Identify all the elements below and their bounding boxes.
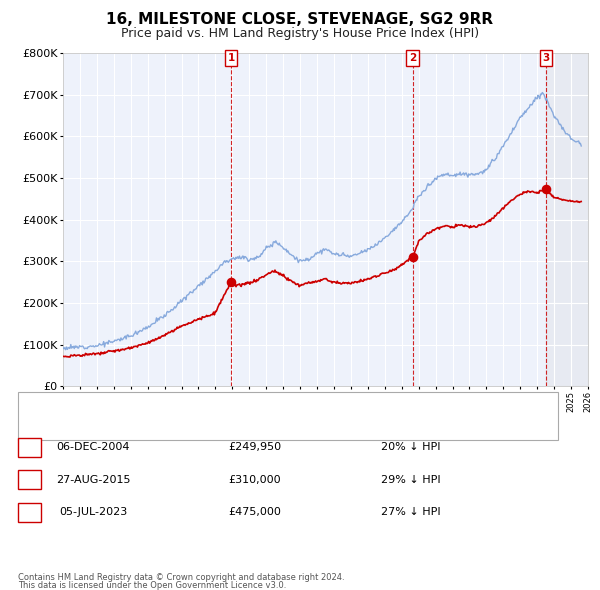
Text: 27% ↓ HPI: 27% ↓ HPI	[381, 507, 441, 517]
Text: 06-DEC-2004: 06-DEC-2004	[56, 442, 130, 452]
Text: Price paid vs. HM Land Registry's House Price Index (HPI): Price paid vs. HM Land Registry's House …	[121, 27, 479, 40]
Text: 3: 3	[26, 507, 33, 517]
Text: 1: 1	[26, 442, 33, 452]
Text: £310,000: £310,000	[229, 475, 281, 484]
Text: 29% ↓ HPI: 29% ↓ HPI	[381, 475, 441, 484]
Text: 2: 2	[409, 53, 416, 63]
Point	[226, 277, 236, 287]
Text: This data is licensed under the Open Government Licence v3.0.: This data is licensed under the Open Gov…	[18, 581, 286, 590]
Text: 20% ↓ HPI: 20% ↓ HPI	[381, 442, 441, 452]
Text: 3: 3	[542, 53, 550, 63]
Bar	[546, 53, 588, 386]
Text: 2: 2	[26, 475, 33, 484]
Text: 1: 1	[227, 53, 235, 63]
Text: HPI: Average price, detached house, Stevenage: HPI: Average price, detached house, Stev…	[57, 424, 305, 434]
Text: £249,950: £249,950	[229, 442, 281, 452]
Text: 16, MILESTONE CLOSE, STEVENAGE, SG2 9RR: 16, MILESTONE CLOSE, STEVENAGE, SG2 9RR	[106, 12, 494, 27]
Text: £475,000: £475,000	[229, 507, 281, 517]
Text: 16, MILESTONE CLOSE, STEVENAGE, SG2 9RR (detached house): 16, MILESTONE CLOSE, STEVENAGE, SG2 9RR …	[57, 399, 390, 409]
Text: Contains HM Land Registry data © Crown copyright and database right 2024.: Contains HM Land Registry data © Crown c…	[18, 572, 344, 582]
Text: 05-JUL-2023: 05-JUL-2023	[59, 507, 127, 517]
Text: 27-AUG-2015: 27-AUG-2015	[56, 475, 130, 484]
Point	[541, 184, 551, 194]
Point	[408, 253, 418, 262]
